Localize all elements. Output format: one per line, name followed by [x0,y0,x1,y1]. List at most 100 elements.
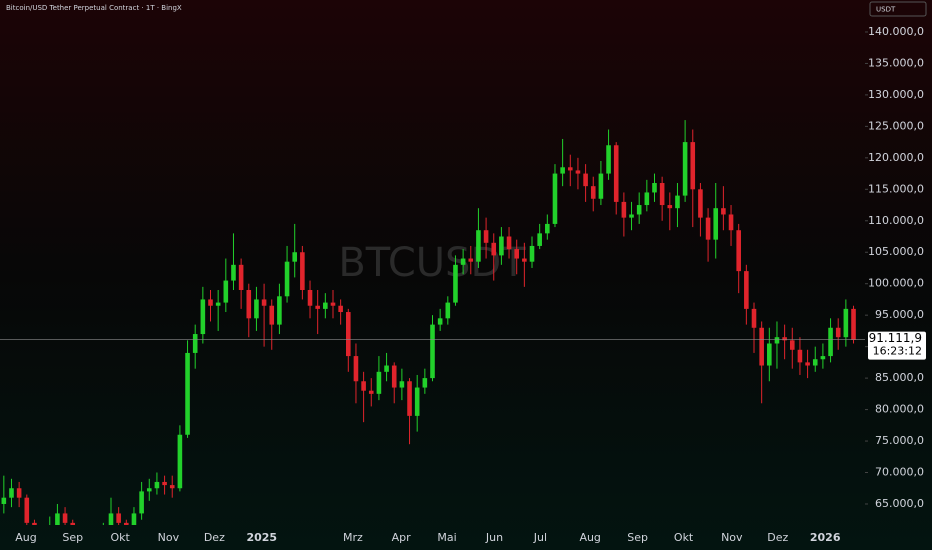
candle-body [368,390,374,394]
y-tick-label: 80.000,0 [875,403,924,416]
candle-body [346,312,351,357]
candle-body [330,302,336,306]
y-tick-label: 65.000,0 [875,497,924,510]
x-tick-label: Dez [767,531,788,544]
x-tick-label: Sep [62,531,83,544]
candle-body [652,183,657,193]
candle-body [506,236,512,250]
candle-body [476,230,481,262]
last-price-label: 91.111,9 [869,331,922,345]
candle-body [384,365,389,372]
y-tick-label: 110.000,0 [868,214,924,227]
x-tick-label: Mai [437,531,456,544]
x-tick-label: Dez [204,531,225,544]
candle-body [805,362,810,366]
candle-body [146,488,152,492]
x-tick-label: Aug [579,531,600,544]
candle-body [690,142,696,190]
y-tick-label: 120.000,0 [868,151,924,164]
candle-body [453,264,458,303]
candle-body [613,145,619,202]
x-tick-label: Aug [15,531,36,544]
chart-title: Bitcoin/USD Tether Perpetual Contract · … [6,4,182,12]
candle-body [55,513,60,525]
candle-body [407,381,412,416]
candle-body [567,167,573,171]
x-tick-label: Apr [392,531,412,544]
candle-body [606,145,611,174]
candle-body [185,352,190,435]
y-tick-label: 105.000,0 [868,245,924,258]
y-tick-label: 140.000,0 [868,25,924,38]
candle-body [529,245,535,262]
candle-body [422,378,428,388]
candle-body [560,167,565,174]
y-tick-label: 95.000,0 [875,308,924,321]
candle-body [437,318,443,325]
candle-body [590,186,596,199]
candle-body [24,497,30,523]
candle-body [399,381,405,388]
candle-body [414,387,420,416]
candle-body [16,488,22,498]
candle-body [139,491,144,514]
candle-body [552,173,558,224]
candle-body [728,214,734,231]
x-tick-label: Jun [485,531,503,544]
candle-body [208,299,213,306]
candle-body [154,481,160,489]
candle-body [323,302,328,309]
candle-body [782,337,787,341]
candle-body [460,258,466,265]
y-tick-label: 135.000,0 [868,56,924,69]
candle-body [9,488,14,498]
candle-body [537,233,542,246]
y-tick-label: 130.000,0 [868,88,924,101]
candle-body [300,252,305,291]
candle-body [277,296,282,325]
candle-body [667,205,673,209]
candle-body [70,522,76,525]
x-tick-label: Sep [627,531,648,544]
candle-body [124,522,129,525]
candle-body [491,242,497,256]
candle-body [545,223,550,234]
candle-body [751,308,757,328]
candle-body [430,324,435,379]
candle-body [131,513,137,525]
candle-body [522,258,527,262]
candle-body [315,305,320,309]
candle-body [177,434,183,489]
plot-area [1,120,856,525]
candle-body [353,356,359,382]
x-tick-label: 2026 [810,531,841,544]
candle-body [851,308,856,340]
candle-body [659,183,665,206]
currency-box[interactable] [869,1,927,17]
y-tick-label: 70.000,0 [875,466,924,479]
x-tick-label: 2025 [246,531,277,544]
candle-body [835,327,841,338]
watermark: BTCUSDT [338,240,526,286]
candle-body [445,302,451,319]
y-tick-label: 115.000,0 [868,182,924,195]
candle-body [162,481,167,486]
candle-body [820,356,826,360]
candle-body [284,261,290,297]
x-tick-label: Jul [533,531,547,544]
x-tick-label: Nov [721,531,743,544]
candle-body [575,170,581,174]
candle-body [774,337,780,344]
candle-body [789,340,795,350]
candle-body [721,208,726,215]
candle-body [254,299,259,319]
candle-body [246,290,252,319]
candle-body [307,290,313,306]
candle-body [797,349,803,363]
candle-body [269,305,275,325]
candle-body [843,308,849,338]
last-price-box [868,331,926,360]
